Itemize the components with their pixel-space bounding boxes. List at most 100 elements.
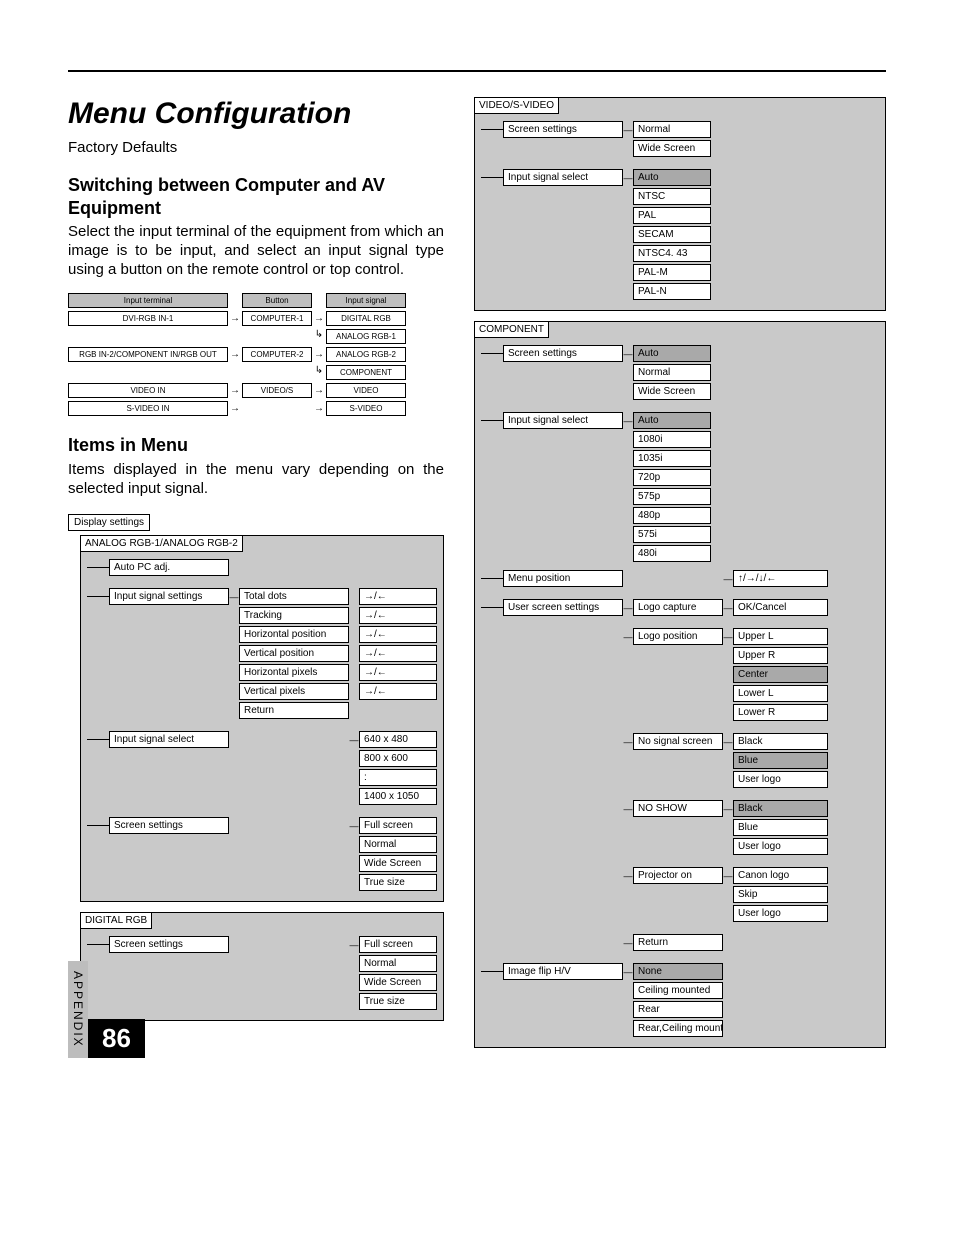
arrow-icon: → xyxy=(312,349,326,360)
node-signal-option: Auto xyxy=(633,169,711,186)
node-screen-settings: Screen settings xyxy=(109,936,229,953)
node-image-flip-option: None xyxy=(633,963,723,980)
flow-signal: DIGITAL RGB xyxy=(326,311,406,326)
node-screen-option: True size xyxy=(359,874,437,891)
flow-signal: COMPONENT xyxy=(326,365,406,380)
node-setting-item: Vertical position xyxy=(239,645,349,662)
node-signal-option: PAL xyxy=(633,207,711,224)
node-arrows: →/← xyxy=(359,645,437,662)
flow-signal: VIDEO xyxy=(326,383,406,398)
page-number: 86 xyxy=(88,1019,145,1058)
node-signal-option: NTSC xyxy=(633,188,711,205)
node-user-screen-group: Logo capture xyxy=(633,599,723,616)
node-user-screen-group: Projector on xyxy=(633,867,723,884)
node-input-signal-select: Input signal select xyxy=(109,731,229,748)
node-arrows: →/← xyxy=(359,588,437,605)
node-screen-settings: Screen settings xyxy=(503,121,623,138)
node-signal-option: 1080i xyxy=(633,431,711,448)
node-image-flip: Image flip H/V xyxy=(503,963,623,980)
items-body: Items displayed in the menu vary dependi… xyxy=(68,461,444,499)
node-user-screen-option: User logo xyxy=(733,838,828,855)
node-setting-item: Total dots xyxy=(239,588,349,605)
node-screen-option: True size xyxy=(359,993,437,1010)
node-user-screen-option: Black xyxy=(733,733,828,750)
flow-header-signal: Input signal xyxy=(326,293,406,308)
node-resolution: : xyxy=(359,769,437,786)
node-input-signal-settings: Input signal settings xyxy=(109,588,229,605)
switch-heading: Switching between Computer and AV Equipm… xyxy=(68,174,444,219)
flow-header-terminal: Input terminal xyxy=(68,293,228,308)
flow-signal: ANALOG RGB-2 xyxy=(326,347,406,362)
panel-component: COMPONENT Screen settings—AutoNormalWide… xyxy=(474,321,886,1048)
node-signal-option: 480i xyxy=(633,545,711,562)
flow-header-button: Button xyxy=(242,293,312,308)
node-signal-option: PAL-M xyxy=(633,264,711,281)
node-screen-option: Normal xyxy=(359,836,437,853)
node-screen-settings: Screen settings xyxy=(109,817,229,834)
node-signal-option: 480p xyxy=(633,507,711,524)
page-number-wrap: APPENDIX 86 xyxy=(68,961,145,1058)
flow-button: COMPUTER-2 xyxy=(242,347,312,362)
node-user-screen-option: Blue xyxy=(733,819,828,836)
panel-title-digital: DIGITAL RGB xyxy=(80,912,152,929)
node-user-screen-option: Lower L xyxy=(733,685,828,702)
node-screen-option: Full screen xyxy=(359,817,437,834)
flow-button: COMPUTER-1 xyxy=(242,311,312,326)
node-user-screen-option: User logo xyxy=(733,905,828,922)
node-signal-option: PAL-N xyxy=(633,283,711,300)
node-signal-option: SECAM xyxy=(633,226,711,243)
node-user-screen-option: Center xyxy=(733,666,828,683)
page-title: Menu Configuration xyxy=(68,97,444,131)
node-user-screen-option: OK/Cancel xyxy=(733,599,828,616)
node-image-flip-option: Rear xyxy=(633,1001,723,1018)
items-heading: Items in Menu xyxy=(68,434,444,457)
node-resolution: 800 x 600 xyxy=(359,750,437,767)
panel-title-analog: ANALOG RGB-1/ANALOG RGB-2 xyxy=(80,535,243,552)
node-user-screen-group: Logo position xyxy=(633,628,723,645)
arrow-icon: → xyxy=(312,313,326,324)
arrow-icon: → xyxy=(228,313,242,324)
node-user-screen-group: No signal screen xyxy=(633,733,723,750)
switch-body: Select the input terminal of the equipme… xyxy=(68,223,444,279)
node-arrows: →/← xyxy=(359,683,437,700)
node-screen-option: Normal xyxy=(633,364,711,381)
node-user-screen-option: User logo xyxy=(733,771,828,788)
node-signal-option: 1035i xyxy=(633,450,711,467)
flow-terminal: RGB IN-2/COMPONENT IN/RGB OUT xyxy=(68,347,228,362)
arrow-icon: → xyxy=(228,385,242,396)
node-user-screen-group: NO SHOW xyxy=(633,800,723,817)
flow-signal: S-VIDEO xyxy=(326,401,406,416)
arrow-icon: → xyxy=(312,385,326,396)
node-screen-option: Full screen xyxy=(359,936,437,953)
node-user-screen-option: Upper R xyxy=(733,647,828,664)
node-user-screen-option: Lower R xyxy=(733,704,828,721)
node-user-screen-option: Blue xyxy=(733,752,828,769)
node-screen-option: Wide Screen xyxy=(359,974,437,991)
node-signal-option: 575i xyxy=(633,526,711,543)
node-setting-item: Vertical pixels xyxy=(239,683,349,700)
node-screen-option: Auto xyxy=(633,345,711,362)
node-auto-pc: Auto PC adj. xyxy=(109,559,229,576)
node-setting-item: Horizontal pixels xyxy=(239,664,349,681)
node-signal-option: Auto xyxy=(633,412,711,429)
flow-terminal: DVI-RGB IN-1 xyxy=(68,311,228,326)
panel-title-component: COMPONENT xyxy=(474,321,549,338)
node-image-flip-option: Ceiling mounted xyxy=(633,982,723,999)
node-signal-option: 575p xyxy=(633,488,711,505)
node-screen-option: Wide Screen xyxy=(633,383,711,400)
node-setting-item: Tracking xyxy=(239,607,349,624)
flow-terminal: S-VIDEO IN xyxy=(68,401,228,416)
flow-signal: ANALOG RGB-1 xyxy=(326,329,406,344)
node-input-signal-select: Input signal select xyxy=(503,169,623,186)
node-setting-item: Horizontal position xyxy=(239,626,349,643)
arrow-icon: → xyxy=(228,349,242,360)
node-menu-position: Menu position xyxy=(503,570,623,587)
flow-terminal: VIDEO IN xyxy=(68,383,228,398)
node-image-flip-option: Rear,Ceiling mounted xyxy=(633,1020,723,1037)
panel-title-video: VIDEO/S-VIDEO xyxy=(474,97,559,114)
panel-video-svideo: VIDEO/S-VIDEO Screen settings—NormalWide… xyxy=(474,97,886,311)
node-screen-option: Normal xyxy=(359,955,437,972)
node-user-screen-option: Skip xyxy=(733,886,828,903)
node-signal-option: NTSC4. 43 xyxy=(633,245,711,262)
node-user-screen-option: Upper L xyxy=(733,628,828,645)
